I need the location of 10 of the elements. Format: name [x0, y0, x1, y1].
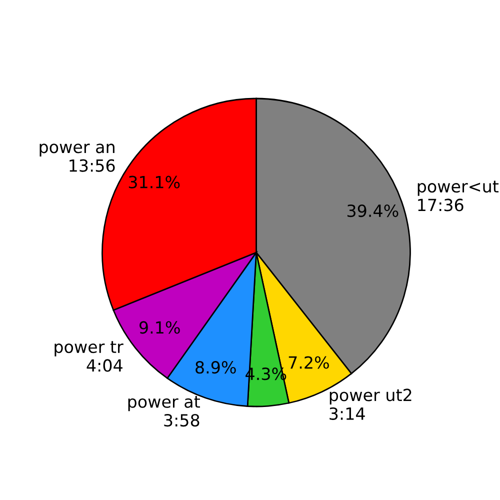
- data-label: 9.1%: [140, 321, 180, 334]
- slice-label: power tr 4:04: [54, 341, 124, 372]
- slice-label: power an 13:56: [40, 144, 115, 172]
- data-label: 31.1%: [128, 176, 180, 188]
- data-label: 8.9%: [196, 361, 236, 374]
- slice-label: power ut2 3:14: [330, 388, 412, 420]
- data-label: 7.2%: [288, 356, 329, 369]
- slice-label: power<ut 17:36: [418, 180, 499, 212]
- slice-label: power at 3:58: [128, 396, 200, 427]
- data-label: 39.4%: [347, 204, 398, 218]
